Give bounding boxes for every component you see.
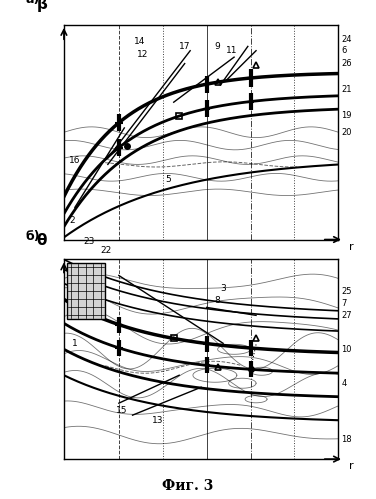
Text: 20: 20: [341, 128, 352, 137]
Text: 24: 24: [341, 35, 352, 44]
Text: θ: θ: [36, 233, 47, 248]
Text: 9: 9: [215, 42, 220, 51]
Text: 18: 18: [341, 435, 352, 444]
Text: б): б): [26, 230, 40, 243]
Text: 6: 6: [341, 46, 347, 55]
Text: 3: 3: [220, 284, 226, 293]
Text: Фиг. 3: Фиг. 3: [162, 479, 214, 493]
Text: 16: 16: [69, 156, 80, 165]
Text: 1: 1: [72, 339, 78, 348]
Text: r: r: [349, 461, 354, 471]
Text: 5: 5: [165, 175, 171, 184]
Text: 7: 7: [341, 299, 347, 308]
Text: 23: 23: [83, 237, 94, 246]
Text: 17: 17: [179, 42, 190, 51]
Text: 4: 4: [341, 379, 346, 388]
Text: 2: 2: [70, 216, 75, 225]
Text: β: β: [36, 0, 47, 12]
Text: 10: 10: [341, 345, 352, 354]
Text: 11: 11: [226, 46, 237, 55]
Text: 19: 19: [341, 111, 352, 120]
Text: 21: 21: [341, 85, 352, 94]
Text: 12: 12: [136, 50, 148, 59]
Text: 8: 8: [215, 296, 220, 305]
Text: 15: 15: [116, 406, 127, 415]
Bar: [67, 263, 105, 319]
Text: 13: 13: [152, 416, 163, 425]
Text: 22: 22: [101, 247, 112, 255]
Text: r: r: [349, 242, 354, 252]
Text: 14: 14: [134, 37, 145, 46]
Text: 27: 27: [341, 311, 352, 320]
Text: а): а): [26, 0, 40, 6]
Text: 25: 25: [341, 287, 352, 296]
Text: 26: 26: [341, 59, 352, 68]
